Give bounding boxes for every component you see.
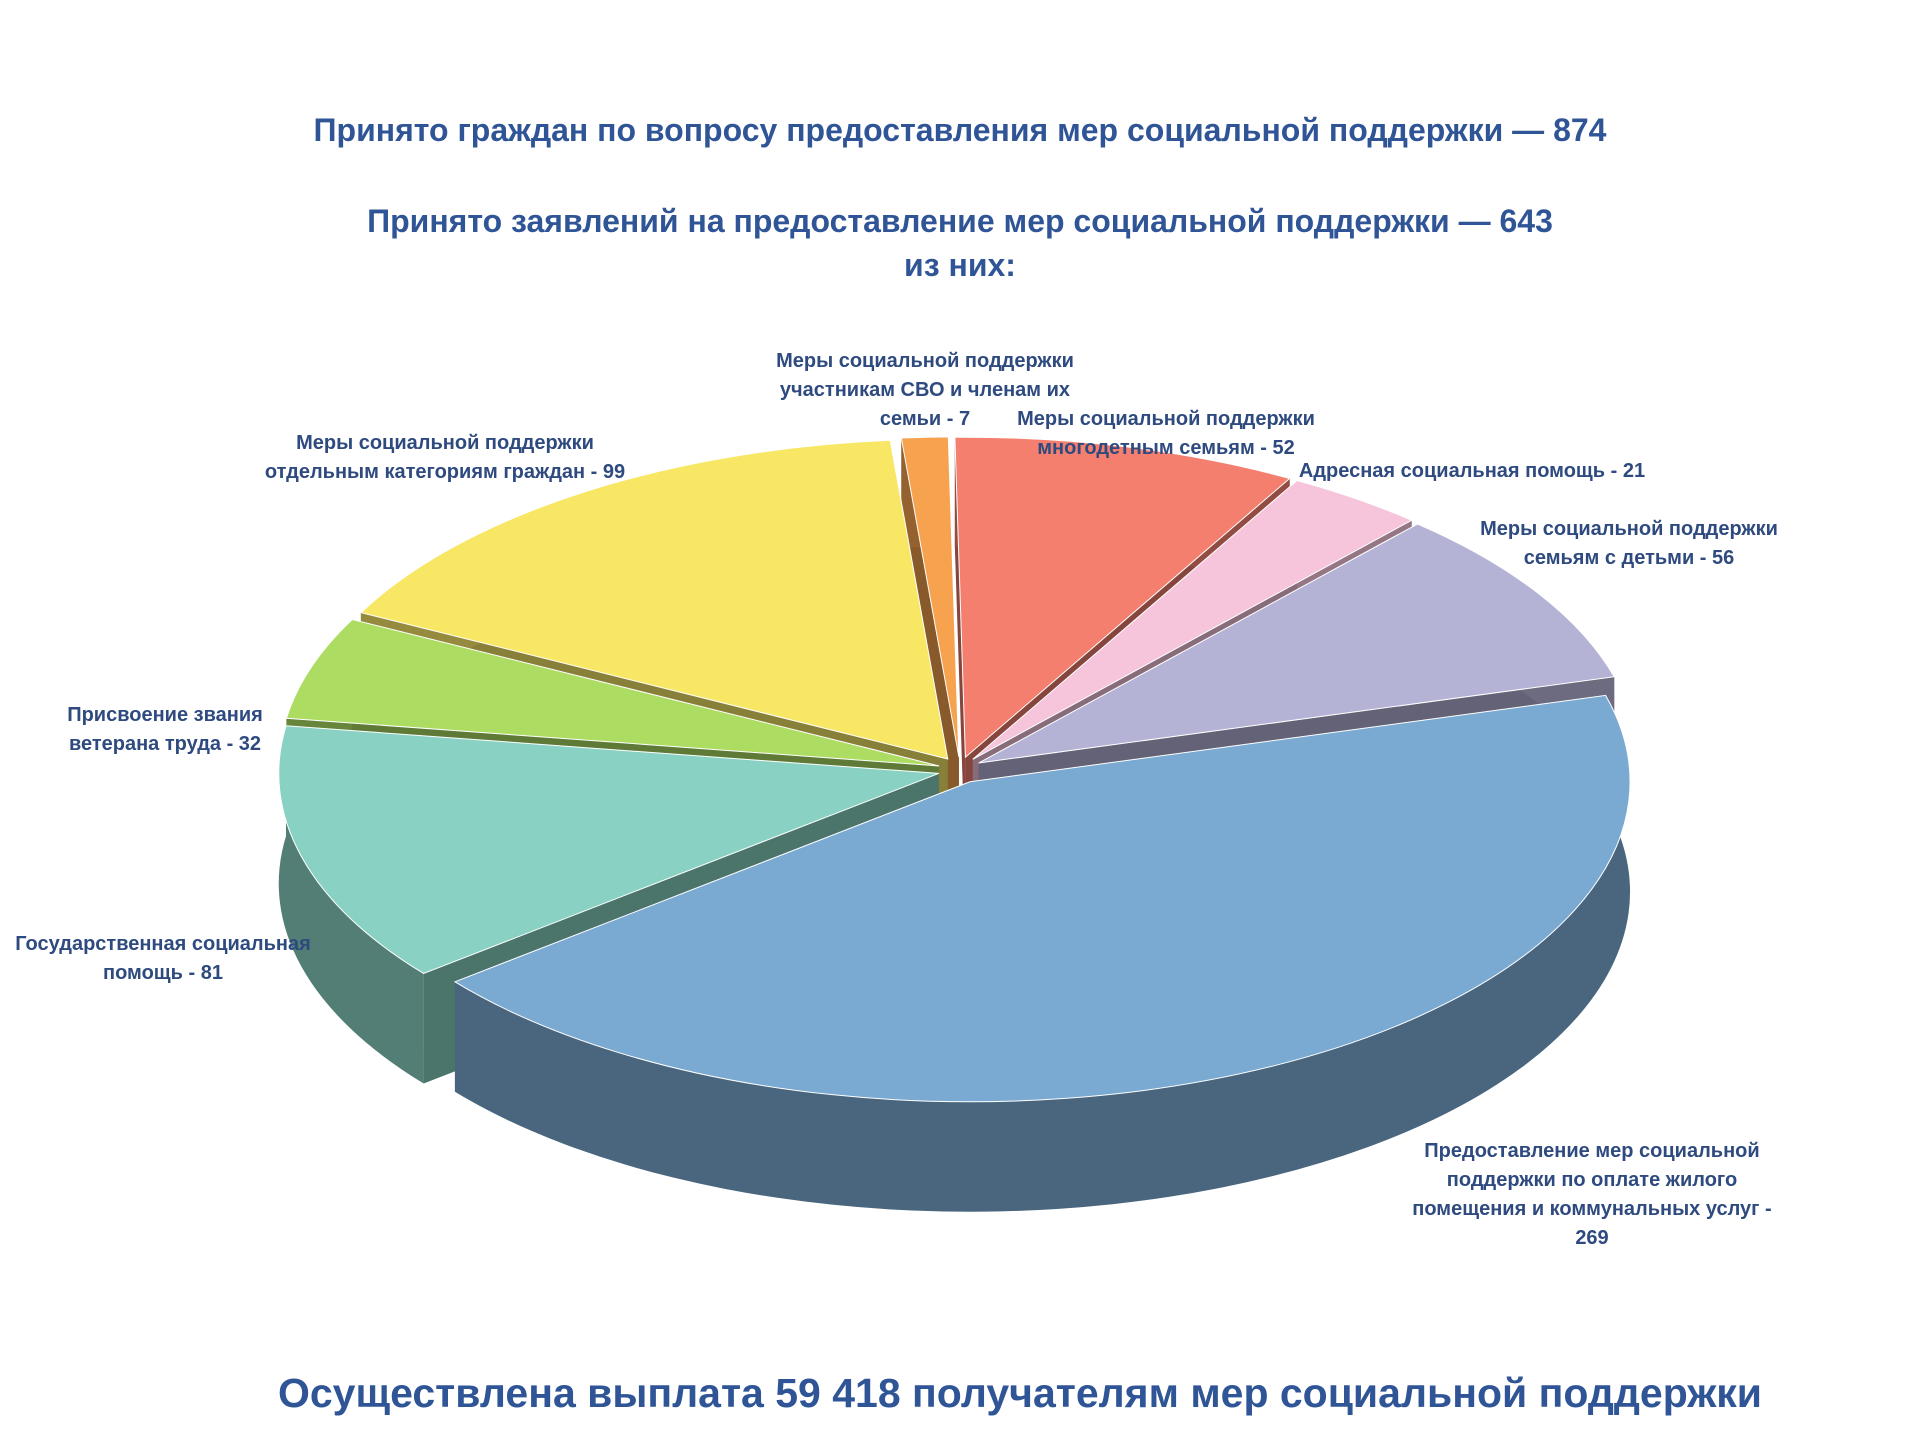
slice-side — [278, 725, 424, 1084]
slice — [359, 439, 949, 760]
slice-label: Меры социальной поддержки участникам СВО… — [776, 350, 1074, 430]
slice-label: Меры социальной поддержки отдельным кате… — [264, 432, 626, 483]
slice-label: Предоставление мер социальной поддержки … — [1412, 1140, 1772, 1249]
slice-side — [454, 695, 1631, 1212]
slice-label: Государственная социальная помощь - 81 — [15, 933, 311, 984]
chart-subtitle: из них: — [904, 247, 1016, 283]
slice-label: Адресная социальная помощь - 21 — [1298, 460, 1646, 482]
slice-label: Меры социальной поддержки многодетным се… — [1017, 408, 1315, 459]
slice — [978, 523, 1616, 764]
footer-note: Осуществлена выплата 59 418 получателям … — [277, 1370, 1763, 1416]
slice-label: Меры социальной поддержки семьям с детьм… — [1480, 518, 1778, 569]
slice — [453, 694, 1631, 1103]
slice — [900, 436, 960, 757]
slice — [285, 618, 940, 767]
slice — [278, 725, 939, 975]
chart-title: Принято граждан по вопросу предоставлени… — [313, 112, 1607, 148]
chart-subtitle: Принято заявлений на предоставление мер … — [367, 203, 1553, 239]
slice-label: Присвоение звания ветерана труда - 32 — [67, 704, 263, 755]
slice — [954, 436, 1291, 759]
slice — [972, 479, 1413, 760]
